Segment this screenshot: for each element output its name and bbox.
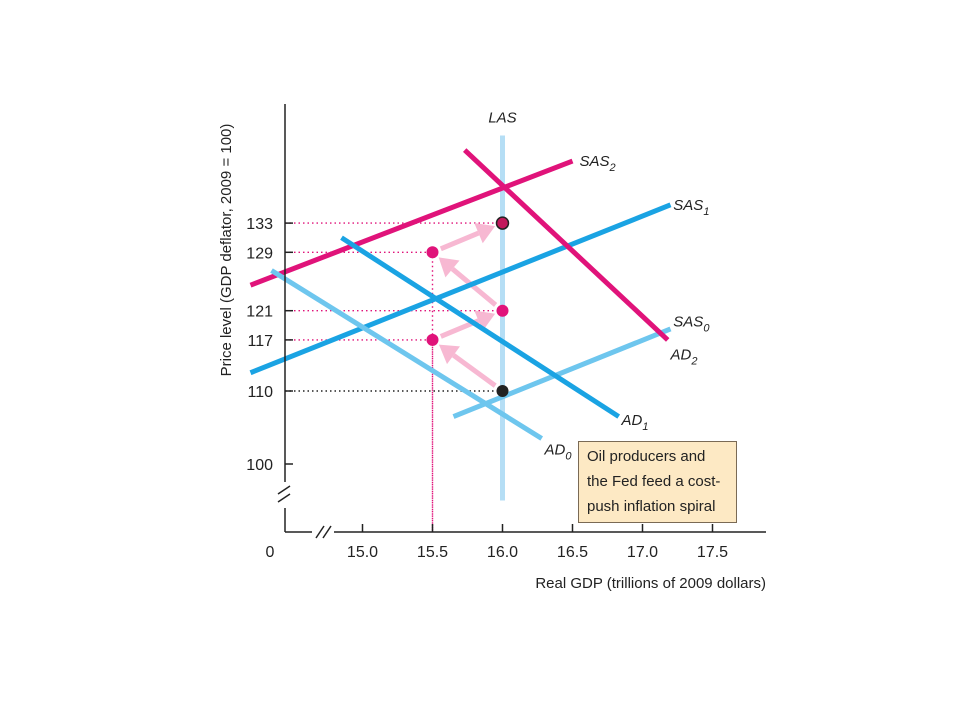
- y-tick-label-5: 133: [246, 216, 273, 233]
- y-tick-label-1: 110: [247, 384, 273, 401]
- origin-label: 0: [266, 544, 275, 561]
- tick-labels: 100 110 117 121 129 133 15.0 15.5 16.0 16.5 17.0 17…: [246, 216, 728, 561]
- y-tick-label-0: 100: [246, 457, 273, 474]
- spiral-arrow-head-3: [474, 222, 496, 244]
- spiral-arrow-head-2: [438, 257, 460, 278]
- equilibrium-points: [426, 216, 510, 397]
- curve-label-ad2: AD2: [670, 347, 698, 368]
- equilibrium-point-1: [426, 333, 439, 346]
- spiral-arrow-head-0: [438, 344, 460, 365]
- spiral-arrow-shaft-3: [439, 230, 480, 252]
- curve-label-sas0: SAS0: [673, 314, 710, 335]
- annotation-box: Oil producers and the Fed feed a cost- p…: [578, 441, 737, 523]
- equilibrium-point-2: [496, 304, 509, 317]
- curve-sas1: [249, 202, 672, 376]
- equilibrium-point-0: [496, 385, 509, 397]
- x-tick-label-2: 16.0: [487, 544, 518, 561]
- curve-label-ad0: AD0: [544, 441, 573, 462]
- spiral-arrow-shaft-2: [450, 267, 498, 307]
- curve-labels: LAS SAS0 SAS1 SAS2 AD0 AD1 AD2: [488, 109, 710, 462]
- curve-ad2: [462, 148, 670, 342]
- y-axis-title: Price level (GDP deflator, 2009 = 100): [218, 124, 235, 377]
- x-axis-break-2: [322, 525, 332, 539]
- curve-ad0: [270, 268, 544, 441]
- spiral-arrow-shaft-0: [452, 353, 497, 388]
- curves: [249, 135, 672, 501]
- y-axis-break-2: [277, 493, 291, 503]
- spiral-arrow-head-1: [474, 310, 496, 331]
- curve-sas0: [452, 326, 672, 419]
- x-axis-title: Real GDP (trillions of 2009 dollars): [535, 575, 766, 592]
- spiral-arrows: [438, 222, 498, 388]
- x-axis-break-1: [315, 525, 325, 539]
- y-axis-break-1: [277, 485, 291, 495]
- annotation-line-3: push inflation spiral: [587, 498, 716, 515]
- x-tick-label-1: 15.5: [417, 544, 448, 561]
- x-tick-label-3: 16.5: [557, 544, 588, 561]
- x-tick-label-4: 17.0: [627, 544, 658, 561]
- equilibrium-point-4: [495, 216, 510, 230]
- annotation-line-2: the Fed feed a cost-: [587, 473, 721, 490]
- x-tick-label-0: 15.0: [347, 544, 378, 561]
- curve-sas2: [249, 158, 574, 288]
- y-tick-label-4: 129: [246, 245, 273, 262]
- y-tick-label-2: 117: [247, 333, 273, 350]
- y-tick-label-3: 121: [246, 304, 273, 321]
- curve-ad1: [340, 235, 621, 419]
- curve-label-sas1: SAS1: [673, 197, 709, 218]
- equilibrium-point-3: [426, 246, 439, 259]
- curve-label-sas2: SAS2: [580, 153, 616, 174]
- axes: [277, 104, 766, 539]
- curve-label-las: LAS: [488, 109, 516, 126]
- curve-label-ad1: AD1: [621, 412, 649, 433]
- annotation-line-1: Oil producers and: [587, 448, 706, 465]
- x-tick-label-5: 17.5: [697, 544, 728, 561]
